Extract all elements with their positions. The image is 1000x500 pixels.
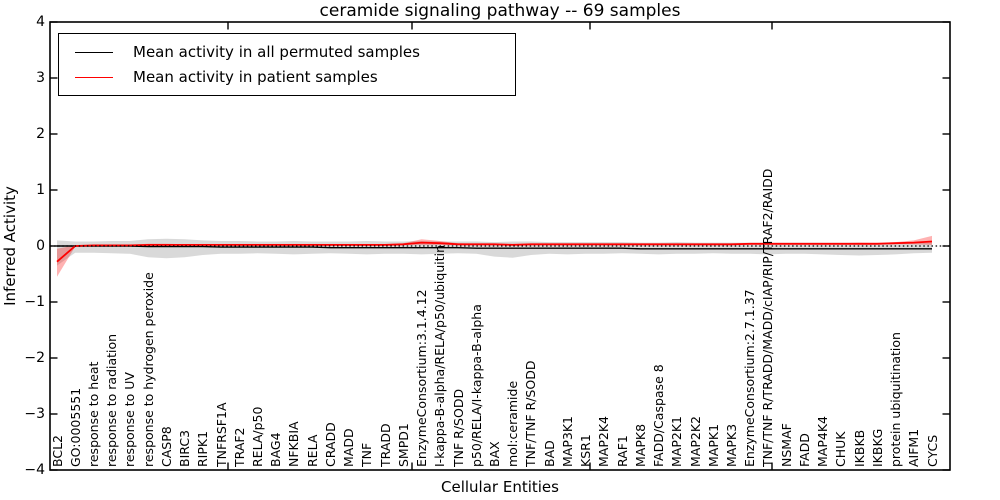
entity-label: TNFRSF1A [213,402,229,468]
legend-label: Mean activity in patient samples [133,68,378,86]
entity-label: NFKBIA [286,421,302,467]
entity-label: KSR1 [578,434,594,467]
entity-label: TNF [359,442,375,467]
y-tick-label: −2 [24,350,45,366]
entity-label: CASP8 [158,426,174,467]
entity-label: AIFM1 [906,428,922,467]
entity-label: p50/RELA/I-kappa-B-alpha [468,304,484,467]
entity-label: TNF/TNF R/SODD [523,360,539,467]
entity-label: MAP3K1 [559,416,575,467]
entity-label: IKBKG [869,428,885,467]
entity-label: IKBKB [851,429,867,467]
entity-label: GO:0005551 [67,387,83,467]
entity-label: MAP4K4 [815,416,831,467]
entity-label: BAX [487,441,502,467]
entity-label: MAP2K2 [687,416,703,467]
entity-label: CRADD [322,422,338,467]
entity-label: TRAF2 [231,427,247,467]
entity-label: FADD/Caspase 8 [651,364,667,467]
entity-label: BAD [541,440,557,467]
entity-label: response to UV [122,372,138,467]
chart-title: ceramide signaling pathway -- 69 samples [319,1,681,21]
legend-item-permuted: Mean activity in all permuted samples [67,43,507,61]
entity-label: response to hydrogen peroxide [140,272,156,467]
entity-label: mol:ceramide [505,380,521,467]
entity-label: response to heat [85,361,101,467]
entity-label: RELA [304,434,320,467]
entity-label: MADD [341,428,357,467]
y-tick-label: −3 [24,406,45,422]
entity-label: BAG4 [268,432,284,467]
entity-label: MAPK8 [632,423,648,467]
entity-label: EnzymeConsortium:2.7.1.37 [742,289,758,467]
y-tick-label: −4 [24,462,45,478]
entity-label: CYCS [924,434,940,467]
entity-label: MAP2K4 [596,416,612,467]
entity-label: MAPK3 [723,423,739,467]
legend-item-patient: Mean activity in patient samples [67,68,507,86]
entity-label: RELA/p50 [250,406,266,467]
entity-label: EnzymeConsortium:3.1.4.12 [414,289,430,467]
entity-label: protein ubiquitination [888,332,904,467]
entity-label: TRADD [377,423,393,467]
y-tick-label: 4 [36,14,45,30]
legend: Mean activity in all permuted samples Me… [58,33,516,96]
entity-label: SMPD1 [395,423,411,467]
permuted-line-sample [75,51,113,53]
entity-label: MAPK1 [705,423,721,467]
entity-label: CHUK [833,431,849,467]
y-tick-label: −1 [24,294,45,310]
y-tick-label: 0 [36,238,45,254]
y-tick-label: 2 [36,126,45,142]
y-tick-label: 3 [36,70,45,86]
entity-label: RAF1 [614,435,630,467]
entity-label: FADD [796,433,812,467]
y-tick-label: 1 [36,182,45,198]
patient-line-sample [75,76,113,78]
entity-label: BIRC3 [177,429,193,467]
entity-label: RIPK1 [195,430,211,467]
entity-label: response to radiation [104,333,120,467]
entity-label: BCL2 [49,434,65,467]
entity-label: MAP2K1 [669,416,685,467]
legend-label: Mean activity in all permuted samples [133,43,420,61]
entity-label: NSMAF [778,423,794,467]
entity-label: TNF R/SODD [450,388,466,467]
entity-label: I-kappa-B-alpha/RELA/p50/ubiquitin [432,244,448,467]
x-axis-label: Cellular Entities [441,478,559,496]
entity-label: TNF/TNF R/TRADD/MADD/cIAP/RIP/TRAF2/RAID… [760,168,776,467]
